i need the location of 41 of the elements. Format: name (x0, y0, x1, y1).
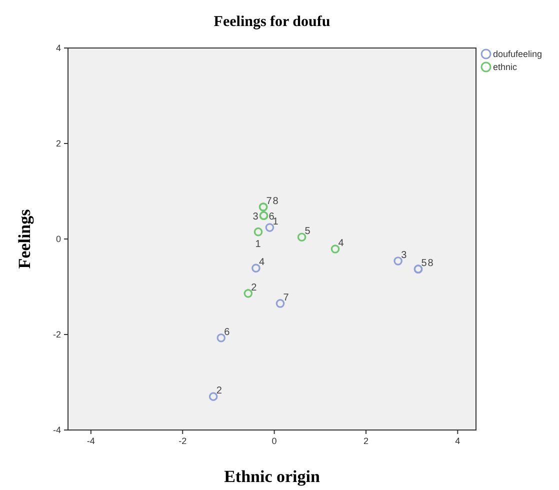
point (216, 333, 226, 342)
y-tick-label: 0 (56, 234, 61, 244)
point (265, 223, 274, 232)
x-tick-label: 0 (272, 436, 277, 446)
point (394, 256, 402, 266)
annotation: 1 (255, 238, 262, 250)
annotation: 6 (268, 212, 275, 223)
point (330, 244, 340, 254)
point (297, 232, 306, 242)
annotation: 1 (272, 216, 279, 228)
annotation: 8 (272, 196, 279, 208)
x-axis-title: Ethnic origin (224, 467, 320, 486)
annotation: 7 (266, 196, 272, 208)
annotation: 5 (304, 226, 311, 238)
point (254, 227, 263, 236)
y-axis-title: Feelings (15, 208, 34, 269)
annotation: 2 (216, 386, 222, 397)
point (244, 289, 253, 298)
annotation: 3 (252, 212, 259, 223)
annotation: 6 (224, 326, 230, 338)
x-tick-label: -2 (178, 436, 187, 446)
legend-label: ethnic (493, 62, 518, 72)
point (276, 299, 285, 308)
x-tick-label: 4 (455, 436, 460, 446)
x-tick-label: 2 (363, 436, 368, 446)
chart-title: Feelings for doufu (214, 14, 330, 30)
annotation: 4 (338, 238, 344, 250)
y-tick-label: 4 (56, 43, 61, 54)
point (252, 264, 260, 273)
point (208, 392, 218, 401)
y-tick-label: -2 (52, 330, 61, 340)
legend-label: doufufeeling (493, 49, 542, 60)
y-tick-label: 2 (56, 138, 61, 149)
x-tick-label: -4 (86, 436, 95, 446)
annotation: 7 (283, 292, 290, 304)
annotation: 2 (251, 282, 258, 294)
y-tick-label: -4 (52, 425, 61, 436)
annotation: 5 (421, 258, 428, 270)
annotation: 3 (401, 250, 408, 261)
annotation: 8 (428, 258, 434, 270)
annotation: 4 (258, 257, 265, 268)
